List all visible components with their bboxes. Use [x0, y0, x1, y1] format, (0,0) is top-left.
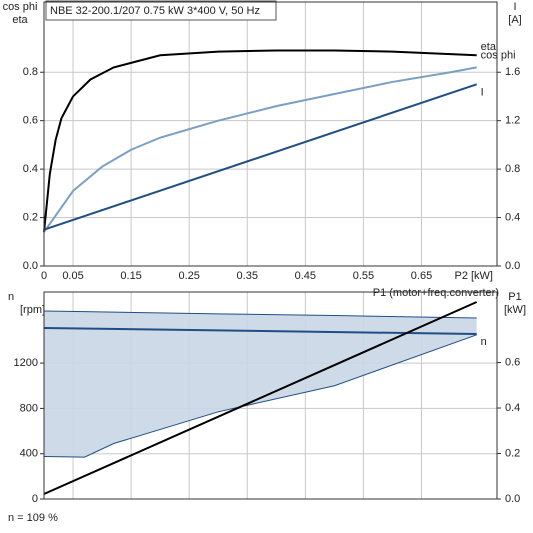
- series-line: [43, 49, 477, 233]
- y2-axis-label: [A]: [508, 14, 521, 26]
- x-tick-label: 0.65: [411, 270, 432, 282]
- x-tick-label: 0.35: [237, 270, 258, 282]
- y2-tick-label: 0.8: [505, 163, 520, 175]
- y-tick-label: 0.2: [23, 211, 38, 223]
- y-axis-label: cos phi: [3, 1, 38, 13]
- x-tick-label: 0: [41, 270, 47, 282]
- y2-tick-label: 0.2: [505, 447, 520, 459]
- y-tick-label: 0.4: [23, 163, 38, 175]
- y2-tick-label: 1.6: [505, 66, 520, 78]
- series-label: I: [481, 86, 484, 98]
- y-axis-label: [rpm]: [20, 304, 45, 316]
- y2-tick-label: 0.0: [505, 493, 520, 505]
- title-box: [45, 0, 277, 21]
- x-tick-label: 0.55: [353, 270, 374, 282]
- series-line: [43, 301, 478, 495]
- plot-frame: [43, 1, 498, 267]
- y-tick-label: 0: [32, 493, 38, 505]
- y2-axis-label: P1: [508, 291, 521, 303]
- x-tick-label: 0.25: [178, 270, 199, 282]
- y-tick-label: 0.8: [23, 66, 38, 78]
- series-line: [43, 83, 477, 231]
- y2-axis-label: I: [513, 1, 516, 13]
- y2-tick-label: 0.0: [505, 260, 520, 272]
- x-axis-label: P2 [kW]: [454, 270, 493, 282]
- y2-tick-label: 1.2: [505, 115, 520, 127]
- band-upper: [43, 310, 477, 319]
- y-tick-label: 400: [20, 448, 38, 460]
- y-axis-label: eta: [12, 14, 28, 26]
- y-axis-label: n: [8, 291, 14, 303]
- y-tick-label: 0.6: [23, 115, 38, 127]
- series-line: [43, 66, 477, 233]
- band-fill: [44, 311, 477, 458]
- y2-axis-label: [kW]: [504, 304, 526, 316]
- plot-frame: [43, 291, 498, 500]
- series-label: P1 (motor+freq.converter): [373, 287, 499, 299]
- y2-tick-label: 0.6: [505, 356, 520, 368]
- y-tick-label: 800: [20, 402, 38, 414]
- series-label: cos phi: [481, 49, 516, 61]
- x-tick-label: 0.45: [295, 270, 316, 282]
- series-label: n: [481, 336, 487, 348]
- y-tick-label: 0.0: [23, 260, 38, 272]
- x-tick-label: 0.15: [120, 270, 141, 282]
- x-tick-label: 0.05: [62, 270, 83, 282]
- series-label: eta: [481, 41, 497, 53]
- y2-tick-label: 0.4: [505, 211, 520, 223]
- y-tick-label: 1200: [14, 357, 38, 369]
- chart-title: NBE 32-200.1/207 0.75 kW 3*400 V, 50 Hz: [50, 5, 260, 17]
- note: n = 109 %: [8, 512, 58, 524]
- y2-tick-label: 0.4: [505, 402, 520, 414]
- band-lower: [43, 334, 477, 458]
